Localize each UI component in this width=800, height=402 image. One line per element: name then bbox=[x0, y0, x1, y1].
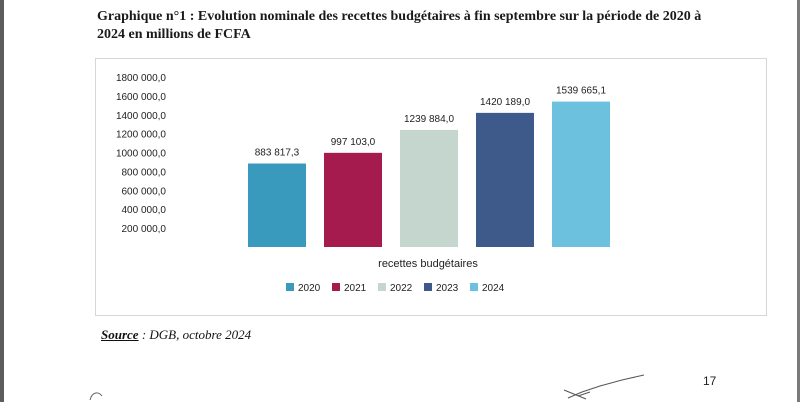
legend-swatch-2022 bbox=[378, 283, 386, 291]
y-tick-label: 1200 000,0 bbox=[116, 130, 166, 141]
y-tick-label: 200 000,0 bbox=[122, 224, 167, 235]
bar-value-label-2023: 1420 189,0 bbox=[480, 97, 530, 108]
bar-value-label-2024: 1539 665,1 bbox=[556, 86, 606, 97]
legend-label-2024: 2024 bbox=[482, 283, 505, 294]
page-number: 17 bbox=[703, 374, 717, 388]
legend-label-2020: 2020 bbox=[298, 283, 321, 294]
legend-swatch-2021 bbox=[332, 283, 340, 291]
y-tick-label: 800 000,0 bbox=[122, 167, 167, 178]
legend-swatch-2020 bbox=[286, 283, 294, 291]
bar-2020 bbox=[248, 163, 306, 247]
bar-2024 bbox=[552, 101, 610, 247]
bar-value-labels: 883 817,3 997 103,0 1239 884,0 1420 189,0 15… bbox=[255, 86, 607, 159]
y-tick-label: 600 000,0 bbox=[122, 186, 167, 197]
bars bbox=[248, 101, 610, 248]
bar-2023 bbox=[476, 112, 534, 248]
y-tick-label: 1000 000,0 bbox=[116, 149, 166, 160]
y-tick-label: 1400 000,0 bbox=[116, 111, 166, 122]
bar-value-label-2022: 1239 884,0 bbox=[404, 114, 454, 125]
bar-value-label-2020: 883 817,3 bbox=[255, 148, 300, 159]
caption-line-1: Graphique n°1 : Evolution nominale des r… bbox=[97, 9, 702, 24]
margin-mark bbox=[89, 392, 103, 401]
y-axis: 200 000,0 400 000,0 600 000,0 800 000,0 1000… bbox=[116, 73, 166, 235]
y-tick-label: 1600 000,0 bbox=[116, 92, 166, 103]
source-text: : DGB, octobre 2024 bbox=[138, 327, 252, 342]
legend-label-2023: 2023 bbox=[436, 283, 459, 294]
legend-swatch-2024 bbox=[470, 283, 478, 291]
chart-frame: 200 000,0 400 000,0 600 000,0 800 000,0 1000… bbox=[95, 58, 767, 316]
legend-label-2022: 2022 bbox=[390, 283, 413, 294]
bar-value-label-2021: 997 103,0 bbox=[331, 137, 376, 148]
page-right-edge bbox=[797, 0, 800, 402]
y-tick-label: 400 000,0 bbox=[122, 205, 167, 216]
signature-mark bbox=[563, 374, 645, 400]
source-note: Source : DGB, octobre 2024 bbox=[101, 327, 251, 343]
bar-2022 bbox=[400, 129, 458, 247]
source-label: Source bbox=[101, 327, 139, 342]
y-tick-label: 1800 000,0 bbox=[116, 73, 166, 84]
bar-chart: 200 000,0 400 000,0 600 000,0 800 000,0 1000… bbox=[116, 73, 610, 294]
bar-2021 bbox=[324, 152, 382, 247]
page-left-edge bbox=[0, 0, 4, 402]
legend-label-2021: 2021 bbox=[344, 283, 367, 294]
figure-caption: Graphique n°1 : Evolution nominale des r… bbox=[97, 8, 737, 44]
caption-line-2: 2024 en millions de FCFA bbox=[97, 27, 251, 42]
legend: 2020 2021 2022 2023 2024 bbox=[286, 283, 505, 294]
legend-swatch-2023 bbox=[424, 283, 432, 291]
x-axis-label: recettes budgétaires bbox=[378, 258, 478, 270]
